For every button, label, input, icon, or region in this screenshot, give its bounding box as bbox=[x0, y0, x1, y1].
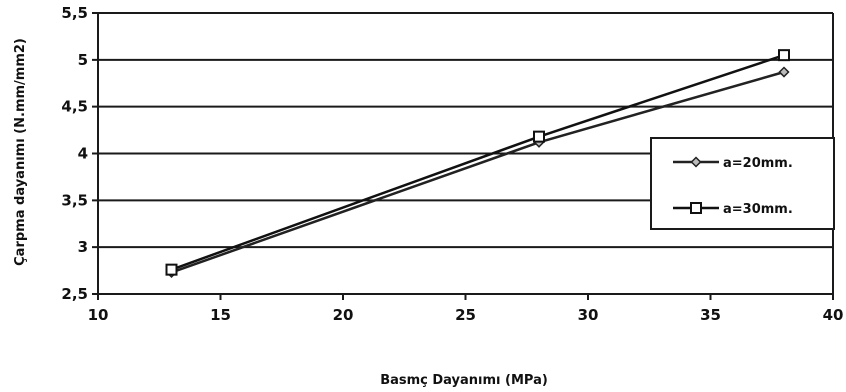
y-tick-label: 4 bbox=[78, 145, 88, 163]
y-tick-labels: 2,5 3 3,5 4 4,5 5 5,5 bbox=[61, 4, 88, 303]
legend: a=20mm. a=30mm. bbox=[650, 137, 835, 230]
x-tick-label: 25 bbox=[455, 306, 476, 324]
grid-lines bbox=[92, 12, 833, 295]
y-tick-label: 2,5 bbox=[61, 285, 88, 303]
y-tick-label: 5 bbox=[78, 51, 88, 69]
x-tick-labels: 10 15 20 25 30 35 40 bbox=[88, 306, 844, 324]
legend-box bbox=[650, 137, 835, 230]
y-tick-label: 3 bbox=[78, 238, 88, 256]
data-point bbox=[778, 66, 790, 78]
x-tick-label: 35 bbox=[700, 306, 721, 324]
legend-marker bbox=[690, 202, 702, 214]
y-tick-label: 4,5 bbox=[61, 98, 88, 116]
x-tick-label: 30 bbox=[578, 306, 599, 324]
legend-entry: a=30mm. bbox=[723, 202, 793, 217]
x-tick-label: 20 bbox=[333, 306, 354, 324]
x-axis-title: Basmç Dayanımı (MPa) bbox=[380, 373, 548, 388]
legend-entry: a=20mm. bbox=[723, 156, 793, 171]
x-tick-label: 10 bbox=[88, 306, 109, 324]
series-2 bbox=[165, 49, 790, 276]
data-point bbox=[778, 49, 790, 62]
y-tick-label: 5,5 bbox=[61, 4, 88, 22]
legend-marker bbox=[690, 156, 702, 168]
y-axis-title: Çarpma dayanımı (N.mm/mm2) bbox=[13, 38, 28, 266]
data-point bbox=[165, 263, 178, 276]
y-tick-label: 3,5 bbox=[61, 191, 88, 209]
x-tick-label: 40 bbox=[823, 306, 844, 324]
x-tick-label: 15 bbox=[210, 306, 231, 324]
data-point bbox=[533, 130, 545, 143]
series bbox=[165, 49, 790, 279]
